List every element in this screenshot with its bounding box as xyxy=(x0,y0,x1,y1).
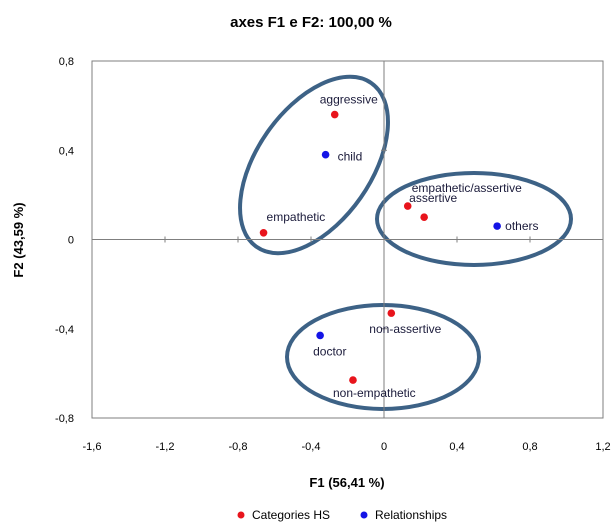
legend-marker-categories-hs xyxy=(237,511,245,519)
point-assertive xyxy=(420,213,428,221)
x-tick-label: -1,6 xyxy=(83,441,102,453)
x-tick-label: 0,4 xyxy=(449,441,464,453)
x-tick-label: -1,2 xyxy=(156,441,175,453)
point-label-aggressive: aggressive xyxy=(320,93,378,107)
legend-label-relationships: Relationships xyxy=(375,508,447,522)
point-non-assertive xyxy=(387,309,396,317)
point-label-empathetic-assertive: empathetic/assertive xyxy=(412,181,522,195)
legend: Categories HS Relationships xyxy=(237,508,447,522)
point-non-empathetic xyxy=(349,376,357,384)
point-doctor xyxy=(316,331,324,340)
point-others xyxy=(493,222,501,230)
cluster-ellipse-2 xyxy=(375,171,573,267)
cluster-ellipse-1 xyxy=(238,74,390,256)
legend-marker-relationships xyxy=(360,511,368,519)
axes xyxy=(91,60,604,419)
y-tick-label: -0,4 xyxy=(55,324,74,336)
data-points: aggressive empathetic empathetic/assertive… xyxy=(259,93,539,400)
point-label-non-assertive: non-assertive xyxy=(369,322,441,336)
tick-labels: -1,6 -1,2 -0,8 -0,4 0 0,4 0,8 1,2 0,8 0,4 0 -0,4 -0,… xyxy=(55,56,611,453)
point-label-assertive: assertive xyxy=(409,191,457,205)
cluster-ellipse-3 xyxy=(285,303,481,411)
point-empathetic-assertive xyxy=(403,202,412,210)
point-label-doctor: doctor xyxy=(313,344,346,358)
point-empathetic xyxy=(259,229,268,237)
point-label-others: others xyxy=(505,219,538,233)
chart-title: axes F1 e F2: 100,00 % xyxy=(230,14,392,31)
point-aggressive xyxy=(330,110,339,119)
x-tick-label: -0,8 xyxy=(229,441,248,453)
x-tick-label: 0,8 xyxy=(522,441,537,453)
x-tick-label: 1,2 xyxy=(595,441,610,453)
x-axis-title: F1 (56,41 %) xyxy=(309,475,384,490)
y-axis-title: F2 (43,59 %) xyxy=(11,202,26,277)
point-label-empathetic: empathetic xyxy=(267,210,326,224)
x-tick-label: 0 xyxy=(381,441,387,453)
y-tick-label: -0,8 xyxy=(55,413,74,425)
y-tick-label: 0,4 xyxy=(59,145,74,157)
x-tick-label: -0,4 xyxy=(302,441,321,453)
y-tick-label: 0 xyxy=(68,235,74,247)
point-label-child: child xyxy=(338,150,363,164)
point-label-non-empathetic: non-empathetic xyxy=(333,386,416,400)
legend-label-categories-hs: Categories HS xyxy=(252,508,330,522)
point-child xyxy=(321,150,330,159)
cluster-ellipses xyxy=(238,74,573,411)
y-tick-label: 0,8 xyxy=(59,56,74,68)
